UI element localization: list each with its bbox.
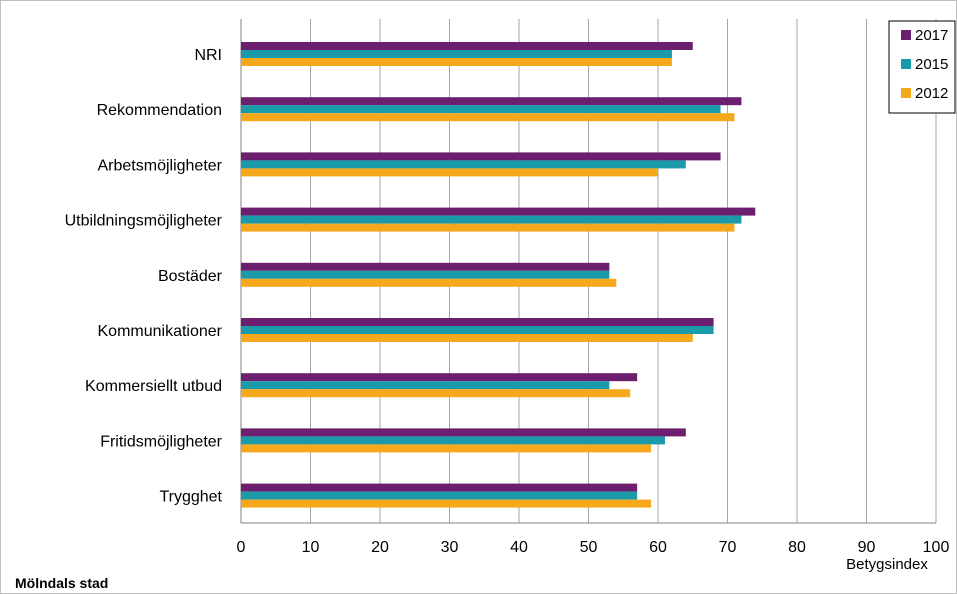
bar-2015-0 <box>241 50 672 58</box>
x-tick-label-10: 10 <box>302 539 320 556</box>
bar-2017-0 <box>241 42 693 50</box>
bar-2017-8 <box>241 483 638 492</box>
bar-2012-4 <box>241 278 617 287</box>
bar-2017-7 <box>241 428 686 437</box>
bar-2015-5 <box>241 326 714 334</box>
legend-swatch-2012 <box>901 88 911 98</box>
category-label-1: Rekommendation <box>97 102 222 119</box>
category-label-8: Trygghet <box>159 489 222 506</box>
x-tick-label-80: 80 <box>788 539 806 556</box>
bar-2015-2 <box>241 160 686 169</box>
bar-2015-4 <box>241 270 610 279</box>
bar-2015-3 <box>241 215 742 224</box>
category-labels: NRI Rekommendation Arbetsmöjligheter Utbild… <box>65 47 223 506</box>
x-tick-label-40: 40 <box>510 539 528 556</box>
bar-2015-6 <box>241 381 610 390</box>
legend: 2017 2015 2012 <box>888 20 956 114</box>
bar-2012-7 <box>241 444 652 453</box>
category-label-2: Arbetsmöjligheter <box>98 157 223 174</box>
x-tick-labels: 0 10 20 30 40 50 60 70 80 90 100 <box>237 539 950 556</box>
x-tick-label-70: 70 <box>719 539 737 556</box>
bar-2015-8 <box>241 491 638 500</box>
x-tick-label-100: 100 <box>923 539 950 556</box>
bar-2012-1 <box>241 113 735 122</box>
legend-box <box>888 20 956 114</box>
legend-label-2012: 2012 <box>915 85 948 102</box>
bar-2017-6 <box>241 373 638 382</box>
legend-label-2017: 2017 <box>915 27 948 44</box>
category-label-5: Kommunikationer <box>98 323 223 340</box>
bar-2017-5 <box>241 318 714 326</box>
bars <box>241 42 756 508</box>
x-tick-label-20: 20 <box>371 539 389 556</box>
category-label-4: Bostäder <box>158 268 223 285</box>
category-label-3: Utbildningsmöjligheter <box>65 213 223 230</box>
bar-2012-8 <box>241 499 652 508</box>
bar-2012-3 <box>241 223 735 232</box>
bar-2012-0 <box>241 58 672 66</box>
bar-2017-4 <box>241 262 610 271</box>
bar-2017-1 <box>241 97 742 106</box>
bar-2015-1 <box>241 105 721 114</box>
bar-2012-5 <box>241 334 693 342</box>
bar-2012-2 <box>241 168 658 177</box>
category-label-7: Fritidsmöjligheter <box>100 433 222 450</box>
x-tick-label-50: 50 <box>580 539 598 556</box>
category-label-6: Kommersiellt utbud <box>85 378 222 395</box>
x-axis-title: Betygsindex <box>846 556 928 573</box>
x-tick-label-0: 0 <box>237 539 246 556</box>
category-label-0: NRI <box>194 47 222 64</box>
x-tick-label-30: 30 <box>441 539 459 556</box>
chart-footer-title: Mölndals stad <box>15 575 109 591</box>
bar-2015-7 <box>241 436 665 445</box>
bar-2017-2 <box>241 152 721 161</box>
legend-swatch-2015 <box>901 59 911 69</box>
bar-2012-6 <box>241 389 631 398</box>
legend-swatch-2017 <box>901 30 911 40</box>
legend-label-2015: 2015 <box>915 56 948 73</box>
bar-2017-3 <box>241 207 756 216</box>
x-tick-label-90: 90 <box>858 539 876 556</box>
x-tick-label-60: 60 <box>649 539 667 556</box>
